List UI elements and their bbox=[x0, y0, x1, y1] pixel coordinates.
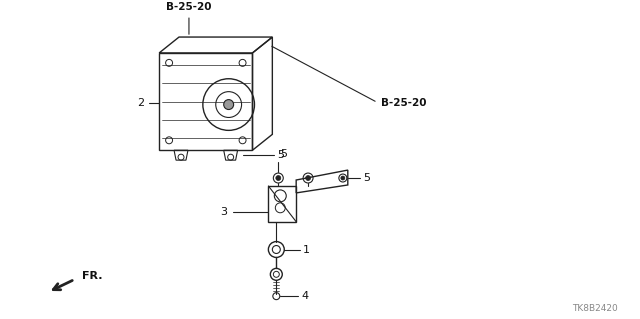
Circle shape bbox=[276, 175, 281, 181]
Text: 5: 5 bbox=[277, 150, 284, 160]
Text: TK8B2420: TK8B2420 bbox=[572, 304, 618, 313]
Text: 1: 1 bbox=[303, 244, 310, 255]
Text: 2: 2 bbox=[137, 98, 144, 108]
Circle shape bbox=[306, 175, 310, 181]
Text: 3: 3 bbox=[221, 207, 228, 217]
Text: B-25-20: B-25-20 bbox=[381, 98, 426, 108]
Text: FR.: FR. bbox=[82, 271, 102, 281]
Circle shape bbox=[224, 100, 234, 109]
Text: 4: 4 bbox=[301, 291, 308, 301]
Text: 5: 5 bbox=[363, 173, 370, 183]
Text: B-25-20: B-25-20 bbox=[166, 2, 212, 12]
Circle shape bbox=[341, 176, 345, 180]
Text: 5: 5 bbox=[280, 149, 287, 159]
